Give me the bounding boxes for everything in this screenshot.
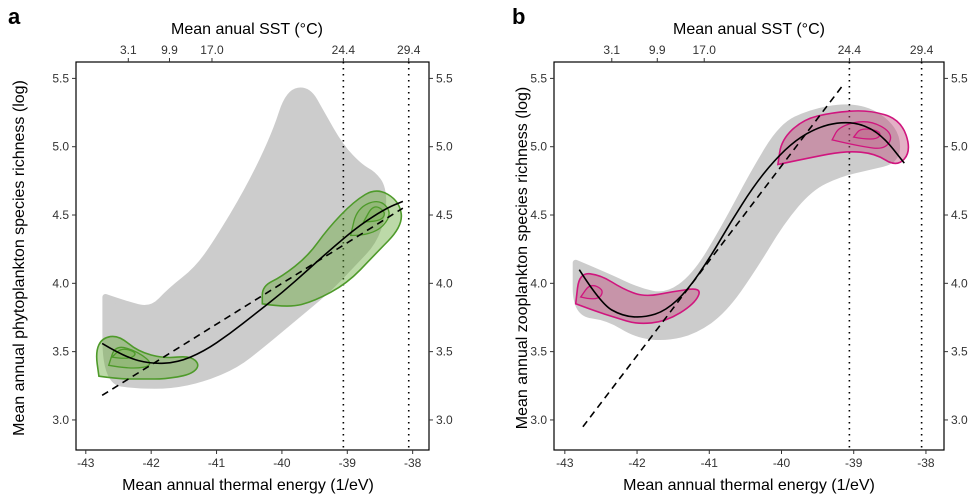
y-tick-label-right: 4.0 [436, 276, 453, 290]
plot-area [572, 62, 923, 450]
panel-a-letter: a [8, 4, 21, 29]
x-tick-label: -39 [845, 456, 863, 470]
y-tick-label-left: 5.0 [530, 140, 547, 154]
smooth-fit-curve [578, 121, 905, 318]
y-tick-label-right: 4.5 [436, 208, 453, 222]
scatter-point-cloud [102, 87, 387, 389]
plot-frame [75, 61, 430, 451]
y-tick-label-left: 3.5 [530, 345, 547, 359]
panel-b-letter: b [512, 4, 525, 29]
density-contour-region [574, 272, 700, 325]
top-tick-label: 3.1 [603, 43, 620, 57]
top-tick-label: 29.4 [397, 43, 421, 57]
panel-a-ylabel: Mean annual phytoplankton species richne… [11, 80, 28, 436]
y-tick-label-right: 3.0 [951, 413, 968, 427]
density-contour-inner [852, 128, 881, 140]
y-tick-label-left: 3.0 [530, 413, 547, 427]
scatter-point-cloud [572, 104, 901, 340]
panel-b-xlabel: Mean annual thermal energy (1/eV) [623, 477, 875, 494]
panel-b-top-xlabel: Mean anual SST (°C) [673, 21, 825, 38]
y-tick-label-left: 4.5 [530, 208, 547, 222]
y-tick-label-right: 5.0 [951, 140, 968, 154]
top-tick-label: 17.0 [693, 43, 717, 57]
panel-b-chart: b Mean anual SST (°C) Mean annual therma… [512, 4, 968, 494]
y-tick-label-left: 4.5 [52, 208, 69, 222]
panel-a-chart: a Mean anual SST (°C) Mean annual therma… [8, 4, 453, 494]
y-tick-label-right: 5.0 [436, 140, 453, 154]
top-tick-label: 3.1 [120, 43, 137, 57]
y-tick-label-left: 5.5 [530, 71, 547, 85]
x-tick-label: -41 [208, 456, 226, 470]
y-tick-label-left: 5.0 [52, 140, 69, 154]
y-tick-label-right: 3.5 [951, 345, 968, 359]
x-tick-label: -41 [701, 456, 719, 470]
x-tick-label: -38 [917, 456, 935, 470]
x-tick-label: -42 [628, 456, 646, 470]
density-contour-inner [831, 121, 892, 149]
panel-a-top-xlabel: Mean anual SST (°C) [171, 21, 323, 38]
y-tick-label-left: 4.0 [52, 276, 69, 290]
y-tick-label-right: 3.0 [436, 413, 453, 427]
panel-b-ylabel: Mean annual zooplankton species richness… [514, 87, 531, 429]
y-tick-label-left: 4.0 [530, 276, 547, 290]
x-tick-label: -39 [339, 456, 357, 470]
y-tick-label-left: 5.5 [52, 71, 69, 85]
density-contour-inner [362, 206, 385, 223]
y-tick-label-right: 3.5 [436, 345, 453, 359]
plot-frame [553, 61, 945, 451]
panel-a-xlabel: Mean annual thermal energy (1/eV) [122, 477, 374, 494]
y-tick-label-right: 5.5 [951, 71, 968, 85]
top-tick-label: 24.4 [332, 43, 356, 57]
y-tick-label-left: 3.5 [52, 345, 69, 359]
y-tick-label-right: 4.0 [951, 276, 968, 290]
top-tick-label: 9.9 [161, 43, 178, 57]
x-tick-label: -38 [404, 456, 422, 470]
top-tick-label: 29.4 [910, 43, 934, 57]
density-contour-inner [110, 348, 136, 359]
y-tick-label-left: 3.0 [52, 413, 69, 427]
x-tick-label: -43 [556, 456, 574, 470]
x-tick-label: -40 [773, 456, 791, 470]
top-tick-label: 17.0 [200, 43, 224, 57]
y-tick-label-right: 4.5 [951, 208, 968, 222]
x-tick-label: -42 [143, 456, 161, 470]
top-tick-label: 9.9 [649, 43, 666, 57]
x-tick-label: -40 [273, 456, 291, 470]
top-tick-label: 24.4 [838, 43, 862, 57]
y-tick-label-right: 5.5 [436, 71, 453, 85]
x-tick-label: -43 [77, 456, 95, 470]
smooth-fit-curve [101, 200, 404, 365]
plot-area [95, 62, 410, 450]
